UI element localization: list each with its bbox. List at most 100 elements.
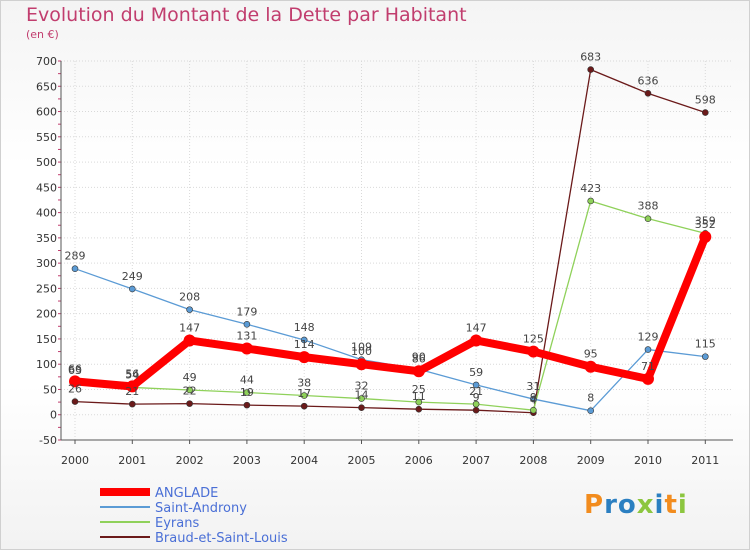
data-label: 423 xyxy=(580,182,601,195)
data-label: 147 xyxy=(179,321,200,334)
data-label: 17 xyxy=(297,387,311,400)
data-point xyxy=(587,66,595,73)
data-point xyxy=(530,406,537,414)
data-point xyxy=(701,109,709,116)
y-tick-label: 250 xyxy=(36,282,57,295)
data-label: 14 xyxy=(355,389,369,402)
y-tick-label: 200 xyxy=(36,308,57,321)
data-point xyxy=(584,360,597,373)
data-point xyxy=(358,404,365,411)
data-label: 289 xyxy=(65,250,86,263)
data-point xyxy=(644,90,652,97)
data-point xyxy=(129,285,136,293)
data-point xyxy=(243,320,251,328)
data-point xyxy=(699,230,712,243)
data-label: 179 xyxy=(236,305,257,318)
data-label: 56 xyxy=(125,367,139,380)
data-point xyxy=(470,334,483,347)
data-label: 148 xyxy=(294,321,315,334)
proxiti-logo: Proxiti xyxy=(584,490,688,520)
data-point xyxy=(186,306,193,313)
y-axis: -50 0 50 100 150 200 250 300 350 400 450 500 550 600 6… xyxy=(36,55,62,447)
series-line-braud-et-saint-louis xyxy=(74,68,706,414)
y-tick-label: -50 xyxy=(39,434,57,447)
data-point xyxy=(358,395,365,402)
series-line-anglade xyxy=(71,232,710,391)
y-tick-label: 550 xyxy=(36,131,57,144)
y-tick-label: 450 xyxy=(36,181,57,194)
data-point xyxy=(530,395,537,403)
data-label: 63 xyxy=(68,364,82,377)
data-label: 131 xyxy=(236,330,257,343)
data-label: 208 xyxy=(179,291,200,304)
data-point xyxy=(186,386,193,394)
data-point xyxy=(300,402,308,410)
legend-entry: Saint-Androny xyxy=(155,501,247,516)
logo-letter: r xyxy=(604,490,618,520)
data-point xyxy=(415,398,423,406)
data-label: 598 xyxy=(695,94,716,107)
data-point xyxy=(587,407,595,414)
x-tick-label: 2009 xyxy=(577,454,605,467)
x-tick-label: 2008 xyxy=(519,454,547,467)
logo-letter: x xyxy=(636,490,655,520)
data-point xyxy=(642,372,654,385)
data-point xyxy=(300,392,308,399)
data-label: 9 xyxy=(530,391,537,404)
data-label: 109 xyxy=(351,341,372,354)
x-tick-label: 2000 xyxy=(61,454,89,467)
data-point xyxy=(243,389,251,396)
data-point xyxy=(527,345,540,358)
data-point xyxy=(129,400,136,408)
x-tick-label: 2007 xyxy=(462,454,490,467)
data-label: 66 xyxy=(68,362,82,375)
x-tick-label: 2011 xyxy=(691,454,719,467)
data-label: 25 xyxy=(412,383,426,396)
data-point xyxy=(415,405,423,413)
legend-entry: Braud-et-Saint-Louis xyxy=(155,531,288,546)
data-label: 26 xyxy=(68,383,82,396)
x-tick-label: 2001 xyxy=(118,454,146,467)
data-point xyxy=(300,336,308,344)
series-points xyxy=(69,66,712,417)
data-label: 683 xyxy=(580,51,601,64)
data-label: 38 xyxy=(297,377,311,390)
grid xyxy=(61,60,733,441)
y-tick-label: 100 xyxy=(36,358,57,371)
y-tick-label: 700 xyxy=(36,55,57,68)
data-point xyxy=(186,400,193,407)
data-label: 249 xyxy=(122,270,143,283)
chart-title: Evolution du Montant de la Dette par Hab… xyxy=(26,4,467,26)
x-tick-label: 2006 xyxy=(405,454,433,467)
data-label: 359 xyxy=(695,214,716,227)
data-label: 21 xyxy=(125,385,139,398)
data-label: 11 xyxy=(412,390,426,403)
data-label: 21 xyxy=(469,385,483,398)
data-point xyxy=(298,351,311,364)
series-line-eyrans xyxy=(74,200,706,411)
data-label: 22 xyxy=(183,385,197,398)
x-tick-label: 2005 xyxy=(348,454,376,467)
y-tick-label: 500 xyxy=(36,156,57,169)
data-label: 115 xyxy=(695,338,716,351)
y-tick-label: 600 xyxy=(36,106,57,119)
data-label: 125 xyxy=(523,333,544,346)
data-label: 90 xyxy=(412,350,426,363)
data-point xyxy=(587,197,595,205)
data-point xyxy=(69,375,81,388)
legend-entry: Eyrans xyxy=(155,516,199,531)
data-label: 71 xyxy=(641,360,655,373)
x-tick-label: 2004 xyxy=(290,454,318,467)
data-point xyxy=(412,365,425,378)
data-label: 86 xyxy=(412,352,426,365)
data-label: 114 xyxy=(294,338,315,351)
data-label: 388 xyxy=(638,200,659,213)
data-point xyxy=(355,358,368,371)
y-tick-label: 650 xyxy=(36,80,57,93)
data-point xyxy=(240,342,253,355)
data-point xyxy=(644,346,652,353)
legend: ANGLADESaint-AndronyEyransBraud-et-Saint… xyxy=(100,486,288,546)
data-label: 54 xyxy=(125,368,139,381)
